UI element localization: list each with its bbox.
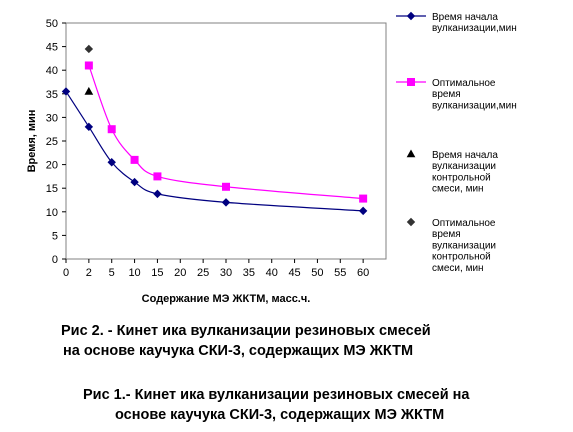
legend: Время началавулканизации,минОптимальноев… bbox=[396, 11, 517, 274]
y-tick-label: 15 bbox=[46, 183, 58, 195]
legend-label: Оптимальное bbox=[432, 218, 496, 229]
x-tick-label: 40 bbox=[266, 267, 278, 279]
legend-label: вулканизации,мин bbox=[432, 23, 517, 34]
x-tick-label: 60 bbox=[357, 267, 369, 279]
legend-label: Время начала bbox=[432, 150, 498, 161]
x-tick-label: 50 bbox=[311, 267, 323, 279]
data-point bbox=[359, 194, 368, 203]
data-point bbox=[358, 206, 368, 216]
y-axis-title: Время, мин bbox=[26, 110, 38, 173]
data-point bbox=[130, 155, 139, 164]
y-tick-label: 0 bbox=[52, 254, 58, 266]
series-4 bbox=[84, 44, 94, 54]
data-point bbox=[221, 198, 231, 207]
x-axis-ticks: 0 2 5 10 15 20 25 30 35 40 45 50 55 60 bbox=[63, 259, 369, 279]
y-tick-label: 25 bbox=[46, 136, 58, 148]
plot-area bbox=[65, 22, 387, 260]
legend-label: смеси, мин bbox=[432, 184, 484, 195]
data-point bbox=[84, 61, 93, 70]
figure-caption-2: Рис 2. - Кинет ика вулканизации резиновы… bbox=[61, 321, 431, 361]
legend-label: вулканизации bbox=[432, 240, 496, 251]
caption-line: основе каучука СКИ-3, содержащих МЭ ЖКТМ bbox=[115, 407, 445, 423]
legend-marker bbox=[407, 78, 415, 86]
data-point bbox=[107, 158, 116, 167]
data-point bbox=[153, 189, 162, 199]
legend-label: смеси, мин bbox=[432, 263, 484, 274]
caption-line: Рис 1.- Кинет ика вулканизации резиновых… bbox=[83, 387, 470, 403]
x-tick-label: 0 bbox=[63, 267, 69, 279]
series-layer bbox=[61, 44, 368, 216]
legend-label: вулканизации,мин bbox=[432, 100, 517, 111]
y-tick-label: 40 bbox=[46, 65, 58, 77]
y-tick-label: 20 bbox=[46, 160, 58, 172]
y-tick-label: 5 bbox=[52, 230, 58, 242]
data-point bbox=[84, 44, 94, 54]
legend-marker bbox=[406, 11, 416, 21]
data-point bbox=[107, 125, 116, 134]
legend-label: Время начала bbox=[432, 12, 498, 23]
series-1 bbox=[61, 87, 368, 216]
legend-marker bbox=[406, 217, 416, 227]
caption-line: на основе каучука СКИ-3, содержащих МЭ Ж… bbox=[63, 343, 414, 359]
y-tick-label: 35 bbox=[46, 89, 58, 101]
data-point bbox=[130, 177, 139, 187]
x-tick-label: 20 bbox=[174, 267, 186, 279]
x-tick-label: 10 bbox=[128, 267, 140, 279]
legend-item: Время началавулканизацииконтрольнойсмеси… bbox=[406, 149, 498, 195]
legend-label: контрольной bbox=[432, 172, 491, 183]
data-point bbox=[84, 122, 94, 132]
x-tick-label: 2 bbox=[86, 267, 92, 279]
kinetics-chart: 0 2 5 10 15 20 25 30 35 40 45 50 55 60 05101520253035… bbox=[26, 11, 517, 305]
y-tick-label: 10 bbox=[46, 207, 58, 219]
y-axis-ticks: 0 5 10 15 20 25 30 35 40 45 50 bbox=[46, 18, 66, 266]
data-point bbox=[61, 87, 71, 96]
caption-line: Рис 2. - Кинет ика вулканизации резиновы… bbox=[61, 323, 431, 339]
series-line bbox=[88, 65, 364, 200]
series-2 bbox=[84, 61, 368, 203]
legend-label: вулканизации bbox=[432, 161, 496, 172]
x-tick-label: 15 bbox=[151, 267, 163, 279]
x-tick-label: 45 bbox=[288, 267, 300, 279]
data-point bbox=[222, 182, 230, 191]
y-tick-label: 45 bbox=[46, 42, 58, 54]
data-point bbox=[84, 86, 94, 95]
legend-label: время bbox=[432, 229, 461, 240]
legend-label: контрольной bbox=[432, 252, 491, 263]
x-tick-label: 5 bbox=[109, 267, 115, 279]
figure-caption-1: Рис 1.- Кинет ика вулканизации резиновых… bbox=[83, 385, 470, 425]
legend-label: Оптимальное bbox=[432, 78, 496, 89]
legend-marker bbox=[406, 149, 416, 158]
legend-item: Оптимальноевремявулканизацииконтрольнойс… bbox=[406, 217, 496, 274]
x-tick-label: 30 bbox=[220, 267, 232, 279]
series-3 bbox=[84, 86, 94, 95]
x-tick-label: 55 bbox=[334, 267, 346, 279]
y-tick-label: 30 bbox=[46, 112, 58, 124]
x-tick-label: 35 bbox=[243, 267, 255, 279]
data-point bbox=[153, 172, 162, 181]
legend-label: время bbox=[432, 89, 461, 100]
y-tick-label: 50 bbox=[46, 18, 58, 30]
x-tick-label: 25 bbox=[197, 267, 209, 279]
x-axis-title: Содержание МЭ ЖКТМ, масс.ч. bbox=[142, 293, 311, 305]
